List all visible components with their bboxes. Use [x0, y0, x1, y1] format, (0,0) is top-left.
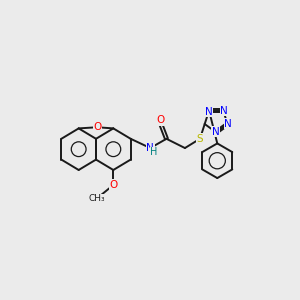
Text: CH₃: CH₃: [89, 194, 106, 203]
Text: O: O: [93, 122, 101, 132]
Text: N: N: [224, 118, 232, 129]
Text: N: N: [146, 143, 154, 153]
Text: O: O: [109, 180, 118, 190]
Text: O: O: [157, 115, 165, 125]
Text: H: H: [150, 147, 158, 157]
Text: N: N: [205, 107, 213, 117]
Text: S: S: [196, 134, 203, 144]
Text: N: N: [220, 106, 228, 116]
Text: N: N: [212, 127, 220, 137]
